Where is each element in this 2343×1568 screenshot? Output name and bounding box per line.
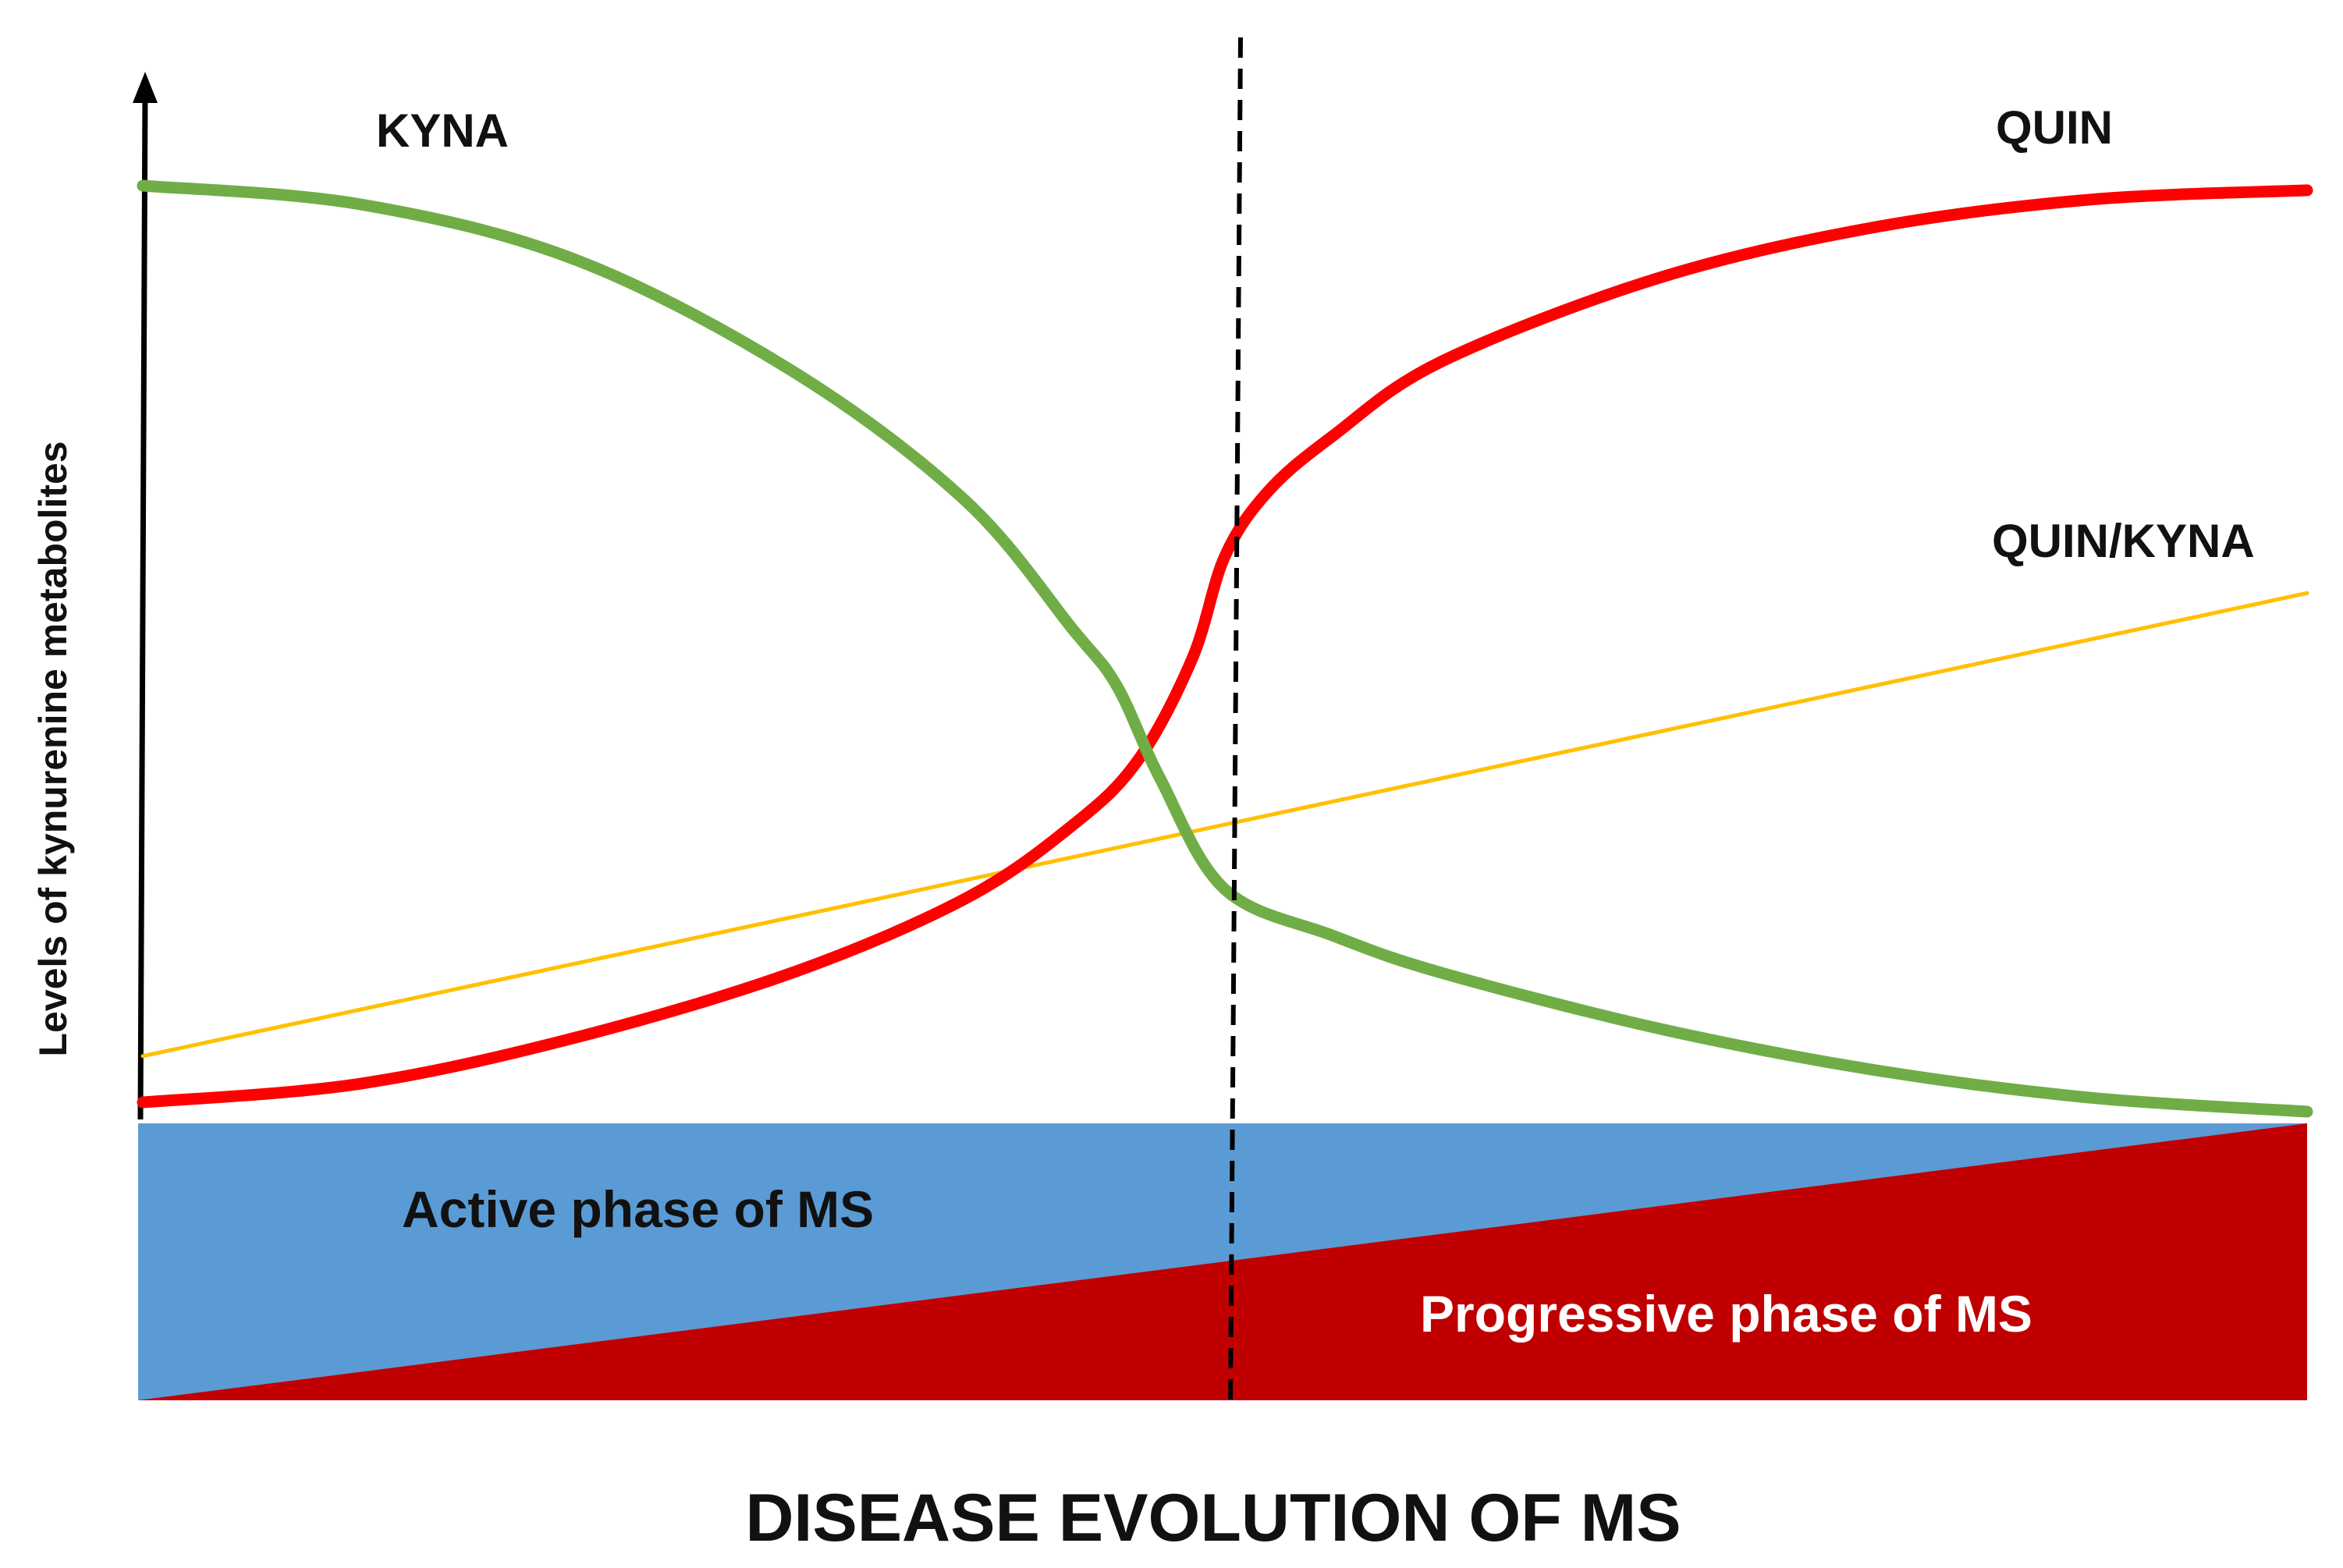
progressive-phase-area xyxy=(138,1123,2307,1400)
kyna-curve xyxy=(137,179,2313,1118)
y-axis-arrowhead xyxy=(133,72,158,103)
y-axis xyxy=(133,72,158,1120)
y-axis-line xyxy=(137,93,148,1120)
quin-kyna-label: QUIN/KYNA xyxy=(1992,515,2255,567)
quin-kyna-curve xyxy=(140,591,2309,1059)
phase-divider-line xyxy=(1228,37,1243,1405)
active-phase-label: Active phase of MS xyxy=(402,1180,874,1238)
progressive-phase-label: Progressive phase of MS xyxy=(1420,1285,2032,1343)
quin-curve xyxy=(137,184,2313,1109)
kyna-label: KYNA xyxy=(376,105,509,157)
quin-label: QUIN xyxy=(1996,101,2113,154)
y-axis-title: Levels of kynurenine metabolites xyxy=(31,441,75,1056)
phase-band: Active phase of MS Progressive phase of … xyxy=(138,1123,2307,1400)
x-axis-title: DISEASE EVOLUTION OF MS xyxy=(745,1481,1681,1556)
series-layer xyxy=(137,179,2313,1118)
